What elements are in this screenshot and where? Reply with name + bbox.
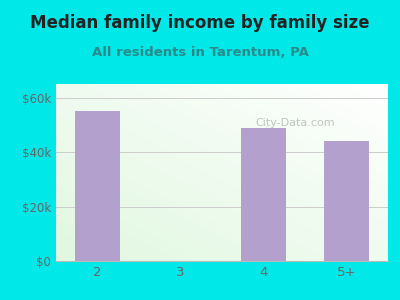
Bar	[241, 128, 286, 261]
Bar	[75, 111, 120, 261]
Text: All residents in Tarentum, PA: All residents in Tarentum, PA	[92, 46, 308, 59]
Text: Median family income by family size: Median family income by family size	[30, 14, 370, 32]
Bar	[324, 141, 369, 261]
Text: City-Data.com: City-Data.com	[255, 118, 335, 128]
